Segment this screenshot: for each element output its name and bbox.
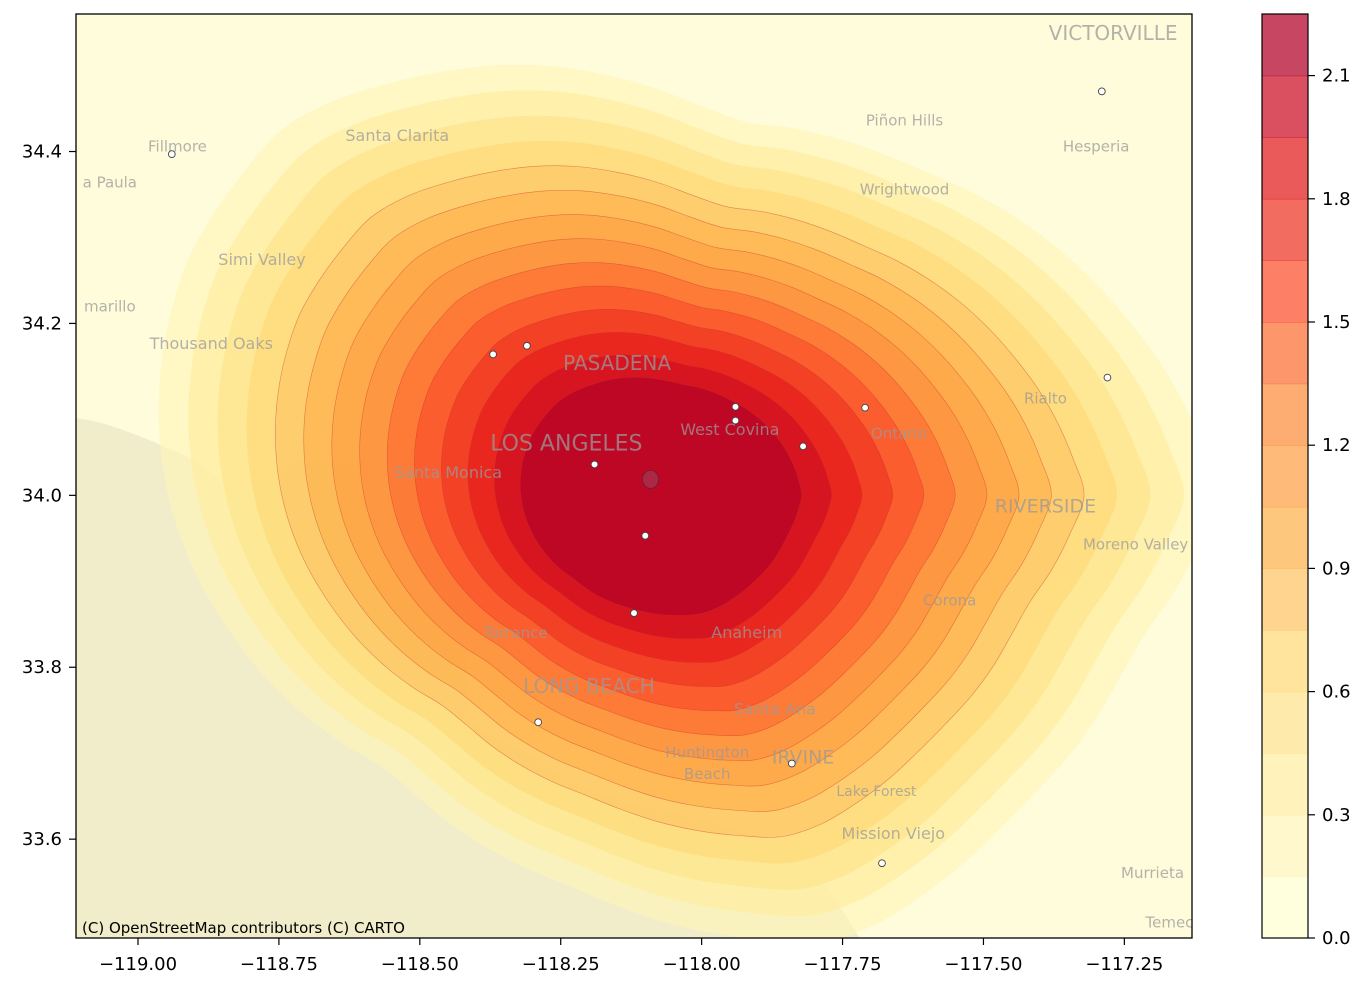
attribution-text: (C) OpenStreetMap contributors (C) CARTO: [82, 919, 405, 937]
observation-point[interactable]: [878, 859, 886, 868]
place-label: Huntington: [665, 743, 749, 761]
observation-point[interactable]: [630, 609, 638, 617]
axes-frame: [75, 13, 1193, 939]
place-label: Corona: [923, 591, 976, 609]
place-label: IRVINE: [772, 747, 835, 769]
place-label: Beach: [684, 765, 730, 783]
colorbar-band: [1262, 876, 1308, 939]
place-label: Wrightwood: [860, 181, 950, 199]
x-tick-label: −117.25: [1085, 954, 1163, 975]
y-tick-label: 34.2: [22, 313, 62, 334]
y-tick-label: 33.6: [22, 829, 62, 850]
colorbar-band: [1262, 383, 1308, 446]
place-label: Piñon Hills: [866, 112, 944, 130]
colorbar-tick-label: 0.9: [1322, 558, 1351, 579]
x-tick-label: −118.75: [240, 954, 318, 975]
density-contours: [158, 64, 1192, 938]
observation-point[interactable]: [787, 759, 796, 768]
place-label: Torrance: [483, 624, 548, 642]
colorbar-band: [1262, 137, 1308, 200]
observation-point[interactable]: [534, 718, 543, 727]
colorbar-band: [1262, 568, 1308, 631]
y-tick-label: 34.4: [22, 142, 62, 163]
colorbar-band: [1262, 506, 1308, 569]
colorbar-tick-label: 1.2: [1322, 435, 1351, 456]
place-label: Santa Clarita: [345, 126, 449, 145]
observation-point[interactable]: [641, 531, 650, 540]
place-label: VICTORVILLE: [1049, 21, 1178, 45]
place-label: Moreno Valley: [1083, 535, 1188, 553]
observation-point[interactable]: [590, 460, 599, 469]
colorbar-band: [1262, 198, 1308, 261]
place-label: RIVERSIDE: [995, 496, 1096, 518]
observation-point[interactable]: [861, 403, 869, 412]
colorbar-tick-label: 1.8: [1322, 189, 1351, 210]
place-label: Fillmore: [148, 138, 207, 156]
place-labels: VICTORVILLE Piñon Hills Hesperia Santa Clar…: [83, 21, 1193, 932]
place-label: Hesperia: [1063, 138, 1130, 156]
x-tick-label: −117.75: [804, 954, 882, 975]
observation-points: [167, 87, 1112, 868]
x-tick-label: −117.50: [944, 954, 1022, 975]
colorbar-tick-label: 2.1: [1322, 66, 1351, 87]
colorbar-tick-label: 1.5: [1322, 312, 1351, 333]
colorbar-band: [1262, 14, 1308, 77]
place-label: Murrieta: [1121, 864, 1184, 882]
place-label: Temec: [1144, 914, 1193, 932]
place-label: Ontario: [871, 425, 927, 443]
colorbar-frame: [1261, 13, 1309, 939]
x-axis: −119.00 −118.75 −118.50 −118.25 −118.00 −117.…: [99, 938, 1163, 975]
place-label: Simi Valley: [218, 250, 305, 269]
colorbar-band: [1262, 753, 1308, 816]
observation-point[interactable]: [1097, 87, 1106, 96]
place-label: marillo: [84, 297, 136, 315]
colorbar-band: [1262, 691, 1308, 754]
x-tick-label: −118.50: [381, 954, 459, 975]
y-axis: 33.6 33.8 34.0 34.2 34.4: [22, 142, 76, 850]
observation-point[interactable]: [489, 350, 497, 359]
place-label: West Covina: [680, 420, 779, 439]
place-label: Anaheim: [711, 623, 782, 642]
colorbar-tick-label: 0.3: [1322, 805, 1351, 826]
colorbar-band: [1262, 322, 1308, 385]
observation-point[interactable]: [523, 341, 531, 350]
place-label: Thousand Oaks: [149, 334, 273, 353]
place-label: Lake Forest: [836, 784, 917, 800]
place-label: Mission Viejo: [842, 824, 946, 843]
place-label: Santa Monica: [394, 463, 502, 482]
colorbar-tick-label: 0.0: [1322, 928, 1351, 949]
colorbar-band: [1262, 445, 1308, 508]
place-label: Rialto: [1024, 389, 1067, 407]
y-tick-label: 34.0: [22, 485, 62, 506]
place-label: LONG BEACH: [523, 674, 655, 698]
colorbar: 0.0 0.3 0.6 0.9 1.2 1.5 1.8 2.1: [1261, 13, 1351, 949]
observation-point[interactable]: [731, 416, 740, 425]
x-tick-label: −119.00: [99, 954, 177, 975]
y-tick-label: 33.8: [22, 657, 62, 678]
colorbar-band: [1262, 260, 1308, 323]
x-tick-label: −118.25: [522, 954, 600, 975]
place-label: Santa Ana: [734, 700, 816, 719]
place-label: LOS ANGELES: [490, 432, 642, 457]
colorbar-band: [1262, 630, 1308, 693]
colorbar-tick-label: 0.6: [1322, 682, 1351, 703]
observation-point[interactable]: [1103, 373, 1112, 382]
colorbar-band: [1262, 814, 1308, 877]
x-tick-label: −118.00: [663, 954, 741, 975]
colorbar-band: [1262, 75, 1308, 138]
place-label: a Paula: [83, 174, 137, 192]
density-level-14: [519, 376, 803, 616]
place-label: PASADENA: [563, 351, 671, 375]
observation-point[interactable]: [167, 150, 176, 158]
observation-point[interactable]: [799, 442, 807, 451]
map-area[interactable]: VICTORVILLE Piñon Hills Hesperia Santa Clar…: [76, 14, 1218, 943]
density-peak: [642, 469, 659, 489]
observation-point[interactable]: [731, 402, 740, 411]
